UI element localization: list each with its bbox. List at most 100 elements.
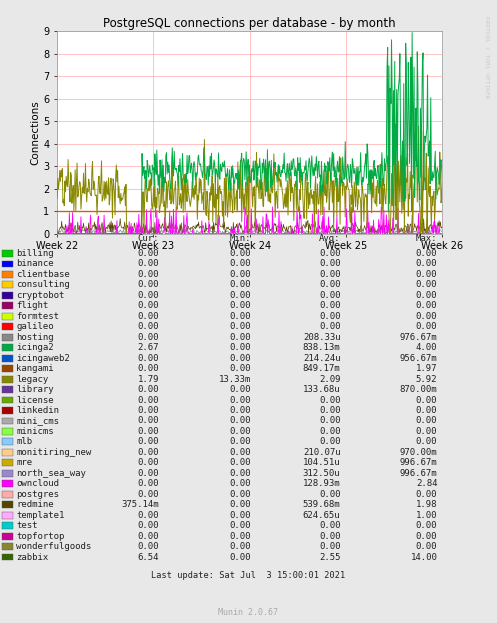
- Text: 0.00: 0.00: [230, 270, 251, 279]
- Text: mini_cms: mini_cms: [16, 416, 60, 426]
- Text: 970.00m: 970.00m: [400, 448, 437, 457]
- Title: PostgreSQL connections per database - by month: PostgreSQL connections per database - by…: [103, 17, 396, 30]
- Text: 214.24u: 214.24u: [303, 354, 340, 363]
- Text: 0.00: 0.00: [138, 511, 159, 520]
- Text: billing: billing: [16, 249, 54, 258]
- Text: 0.00: 0.00: [138, 427, 159, 436]
- Text: 0.00: 0.00: [416, 416, 437, 426]
- Text: clientbase: clientbase: [16, 270, 70, 279]
- Text: 0.00: 0.00: [416, 490, 437, 499]
- Text: kangami: kangami: [16, 364, 54, 373]
- Text: 0.00: 0.00: [138, 249, 159, 258]
- Text: 0.00: 0.00: [319, 312, 340, 321]
- Text: 0.00: 0.00: [138, 448, 159, 457]
- Text: 0.00: 0.00: [319, 322, 340, 331]
- Text: 1.79: 1.79: [138, 374, 159, 384]
- Text: 0.00: 0.00: [230, 333, 251, 342]
- Text: 0.00: 0.00: [138, 312, 159, 321]
- Text: 0.00: 0.00: [230, 468, 251, 478]
- Text: 0.00: 0.00: [230, 364, 251, 373]
- Text: 210.07u: 210.07u: [303, 448, 340, 457]
- Text: 0.00: 0.00: [319, 270, 340, 279]
- Text: 2.55: 2.55: [319, 553, 340, 561]
- Text: postgres: postgres: [16, 490, 60, 499]
- Text: 0.00: 0.00: [230, 490, 251, 499]
- Text: 0.00: 0.00: [138, 270, 159, 279]
- Text: 996.67m: 996.67m: [400, 459, 437, 467]
- Text: 0.00: 0.00: [230, 280, 251, 290]
- Text: 0.00: 0.00: [319, 249, 340, 258]
- Text: 0.00: 0.00: [138, 437, 159, 447]
- Text: 0.00: 0.00: [319, 280, 340, 290]
- Text: zabbix: zabbix: [16, 553, 49, 561]
- Text: 0.00: 0.00: [230, 406, 251, 415]
- Text: 0.00: 0.00: [230, 459, 251, 467]
- Text: 0.00: 0.00: [230, 479, 251, 488]
- Text: 0.00: 0.00: [416, 437, 437, 447]
- Text: 2.84: 2.84: [416, 479, 437, 488]
- Text: 0.00: 0.00: [230, 291, 251, 300]
- Text: galileo: galileo: [16, 322, 54, 331]
- Text: 0.00: 0.00: [138, 396, 159, 404]
- Text: 14.00: 14.00: [411, 553, 437, 561]
- Text: 0.00: 0.00: [138, 322, 159, 331]
- Text: 133.68u: 133.68u: [303, 385, 340, 394]
- Text: 2.09: 2.09: [319, 374, 340, 384]
- Text: 0.00: 0.00: [138, 291, 159, 300]
- Text: 0.00: 0.00: [138, 302, 159, 310]
- Text: wonderfulgoods: wonderfulgoods: [16, 542, 91, 551]
- Text: Avg:: Avg:: [319, 234, 340, 243]
- Text: 0.00: 0.00: [230, 312, 251, 321]
- Text: 0.00: 0.00: [416, 280, 437, 290]
- Text: 0.00: 0.00: [230, 427, 251, 436]
- Text: 4.00: 4.00: [416, 343, 437, 352]
- Text: 0.00: 0.00: [416, 521, 437, 530]
- Text: flight: flight: [16, 302, 49, 310]
- Text: consulting: consulting: [16, 280, 70, 290]
- Text: 956.67m: 956.67m: [400, 354, 437, 363]
- Text: 870.00m: 870.00m: [400, 385, 437, 394]
- Text: 976.67m: 976.67m: [400, 333, 437, 342]
- Text: 0.00: 0.00: [138, 479, 159, 488]
- Text: 0.00: 0.00: [230, 259, 251, 269]
- Text: library: library: [16, 385, 54, 394]
- Text: 0.00: 0.00: [416, 396, 437, 404]
- Text: 0.00: 0.00: [230, 437, 251, 447]
- Text: 539.68m: 539.68m: [303, 500, 340, 509]
- Text: 0.00: 0.00: [230, 343, 251, 352]
- Text: mlb: mlb: [16, 437, 32, 447]
- Text: cryptobot: cryptobot: [16, 291, 65, 300]
- Text: 0.00: 0.00: [319, 542, 340, 551]
- Text: 0.00: 0.00: [230, 448, 251, 457]
- Text: template1: template1: [16, 511, 65, 520]
- Text: 375.14m: 375.14m: [121, 500, 159, 509]
- Text: 0.00: 0.00: [319, 259, 340, 269]
- Text: hosting: hosting: [16, 333, 54, 342]
- Text: 0.00: 0.00: [230, 511, 251, 520]
- Text: 0.00: 0.00: [230, 521, 251, 530]
- Text: Last update: Sat Jul  3 15:00:01 2021: Last update: Sat Jul 3 15:00:01 2021: [152, 571, 345, 580]
- Text: 0.00: 0.00: [416, 406, 437, 415]
- Text: 0.00: 0.00: [138, 333, 159, 342]
- Text: 849.17m: 849.17m: [303, 364, 340, 373]
- Text: 312.50u: 312.50u: [303, 468, 340, 478]
- Text: 104.51u: 104.51u: [303, 459, 340, 467]
- Text: 0.00: 0.00: [319, 291, 340, 300]
- Text: test: test: [16, 521, 38, 530]
- Text: 208.33u: 208.33u: [303, 333, 340, 342]
- Text: legacy: legacy: [16, 374, 49, 384]
- Text: minicms: minicms: [16, 427, 54, 436]
- Text: 0.00: 0.00: [230, 531, 251, 541]
- Text: 0.00: 0.00: [416, 291, 437, 300]
- Text: 0.00: 0.00: [319, 521, 340, 530]
- Text: 128.93m: 128.93m: [303, 479, 340, 488]
- Text: 0.00: 0.00: [230, 302, 251, 310]
- Text: 0.00: 0.00: [319, 531, 340, 541]
- Text: 0.00: 0.00: [138, 354, 159, 363]
- Text: 0.00: 0.00: [138, 280, 159, 290]
- Text: 0.00: 0.00: [138, 406, 159, 415]
- Text: 0.00: 0.00: [416, 259, 437, 269]
- Text: 0.00: 0.00: [416, 270, 437, 279]
- Text: 838.13m: 838.13m: [303, 343, 340, 352]
- Text: Min:: Min:: [230, 234, 251, 243]
